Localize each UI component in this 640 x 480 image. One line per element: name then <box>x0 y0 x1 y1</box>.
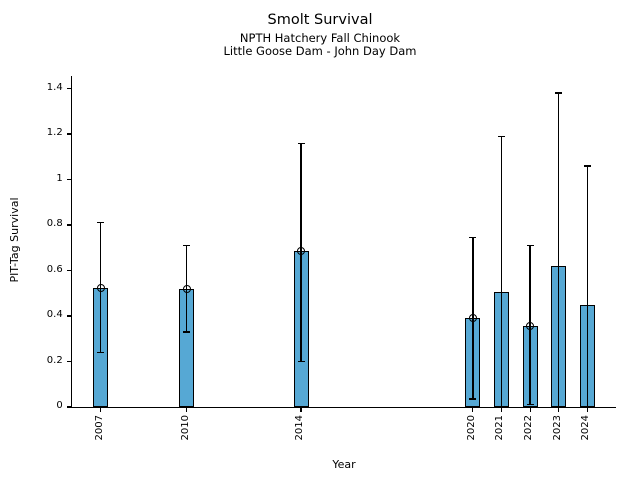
point-marker-2007 <box>96 283 105 292</box>
y-tick-label: 0.4 <box>46 309 63 320</box>
point-marker-2022 <box>526 322 535 331</box>
x-tick-label-2014: 2014 <box>294 415 306 441</box>
error-cap-low-2023 <box>555 406 563 408</box>
x-tick <box>300 408 302 413</box>
plot-area <box>66 76 616 413</box>
point-marker-2020 <box>468 314 477 323</box>
y-tick-label: 0.8 <box>46 218 63 229</box>
error-cap-high-2014 <box>297 142 305 144</box>
y-tick <box>66 178 71 181</box>
x-tick <box>529 408 531 413</box>
x-tick <box>472 408 474 413</box>
error-bar-2023 <box>558 93 560 407</box>
y-tick <box>66 133 71 135</box>
error-cap-high-2020 <box>469 236 477 239</box>
error-cap-high-2023 <box>555 92 563 94</box>
chart-subtitle-line2: Little Goose Dam - John Day Dam <box>223 43 417 58</box>
x-tick-label-2007: 2007 <box>93 415 105 441</box>
x-tick-label-2020: 2020 <box>465 415 477 441</box>
y-tick-label: 0.2 <box>46 354 63 366</box>
error-cap-high-2007 <box>97 222 105 224</box>
error-cap-low-2021 <box>497 406 505 408</box>
y-tick-label: 0.6 <box>46 263 63 275</box>
error-cap-low-2024 <box>583 406 591 408</box>
point-marker-2010 <box>182 284 191 293</box>
error-bar-2021 <box>500 136 503 407</box>
y-tick <box>66 269 71 272</box>
y-tick-label: 1.4 <box>46 81 63 93</box>
x-tick <box>500 408 503 413</box>
x-tick-label-2022: 2022 <box>523 415 535 441</box>
error-cap-low-2007 <box>97 351 105 354</box>
error-bar-2024 <box>586 165 589 407</box>
error-cap-high-2024 <box>583 165 591 167</box>
x-tick <box>100 408 102 413</box>
error-cap-low-2010 <box>183 331 191 333</box>
error-cap-low-2020 <box>469 398 477 400</box>
error-cap-low-2022 <box>526 404 534 406</box>
y-tick <box>66 87 71 90</box>
error-cap-high-2021 <box>497 135 505 137</box>
y-tick-label: 1.2 <box>46 127 63 138</box>
x-tick-label-2023: 2023 <box>551 415 563 441</box>
chart-subtitle-line1: NPTH Hatchery Fall Chinook <box>239 30 401 45</box>
y-tick-label: 0 <box>56 400 63 411</box>
chart-header: Smolt Survival NPTH Hatchery Fall Chinoo… <box>0 12 640 58</box>
x-tick <box>558 408 560 413</box>
x-axis-spine <box>70 407 616 409</box>
x-axis-label: Year <box>332 458 356 471</box>
y-tick <box>66 315 71 317</box>
y-tick <box>66 360 71 363</box>
y-tick-label: 1 <box>56 172 63 184</box>
x-tick-label-2024: 2024 <box>580 415 592 441</box>
point-marker-2014 <box>297 247 306 256</box>
chart-title: Smolt Survival <box>267 12 373 28</box>
x-tick <box>185 408 188 413</box>
y-axis-spine <box>70 76 72 409</box>
x-tick-label-2010: 2010 <box>179 415 191 441</box>
error-cap-high-2010 <box>183 244 191 247</box>
y-tick <box>66 224 71 226</box>
error-cap-low-2014 <box>297 360 305 363</box>
x-tick <box>586 408 588 413</box>
y-tick <box>66 406 71 408</box>
x-tick-label-2021: 2021 <box>494 415 506 441</box>
error-cap-high-2022 <box>526 244 534 247</box>
